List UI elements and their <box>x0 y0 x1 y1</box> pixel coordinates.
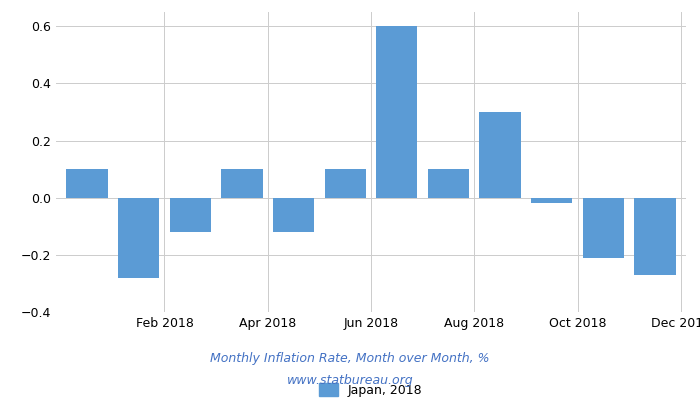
Bar <box>66 169 108 198</box>
Bar <box>221 169 262 198</box>
Bar <box>118 198 160 278</box>
Bar <box>634 198 676 275</box>
Bar <box>169 198 211 232</box>
Bar <box>325 169 366 198</box>
Bar <box>480 112 521 198</box>
Text: Monthly Inflation Rate, Month over Month, %: Monthly Inflation Rate, Month over Month… <box>210 352 490 365</box>
Text: www.statbureau.org: www.statbureau.org <box>287 374 413 387</box>
Bar <box>428 169 469 198</box>
Legend: Japan, 2018: Japan, 2018 <box>314 378 428 400</box>
Bar <box>376 26 417 198</box>
Bar <box>273 198 314 232</box>
Bar <box>582 198 624 258</box>
Bar <box>531 198 573 204</box>
